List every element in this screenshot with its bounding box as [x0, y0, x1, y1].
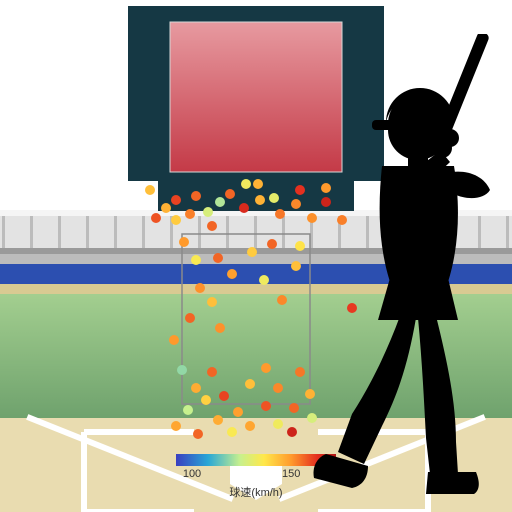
legend-tick: 100 [183, 468, 201, 480]
pitch-location-chart: 球速(km/h) 100 150 [0, 0, 512, 512]
scene-svg [0, 0, 512, 512]
legend-label: 球速(km/h) [216, 484, 296, 500]
legend-tick: 150 [282, 468, 300, 480]
